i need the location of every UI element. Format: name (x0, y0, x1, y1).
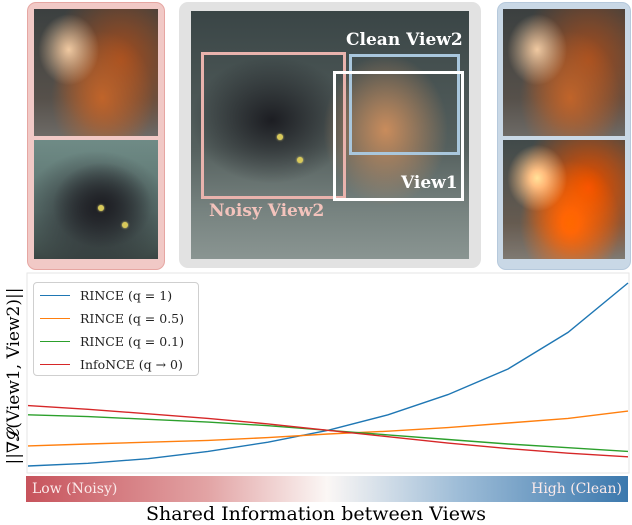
legend-label: RINCE (q = 0.5) (80, 310, 185, 326)
legend-entry-rince-q01: RINCE (q = 0.1) (40, 332, 184, 350)
legend-entry-infonce: InfoNCE (q → 0) (40, 355, 183, 373)
legend-swatch (40, 363, 70, 365)
legend-label: RINCE (q = 0.1) (80, 333, 185, 349)
legend-swatch (40, 294, 70, 296)
dog-image-right-top (503, 9, 625, 136)
cat-eye (277, 134, 283, 140)
view1-label: View1 (401, 173, 458, 193)
noisy-view2-label: Noisy View2 (209, 201, 325, 221)
noisy-view2-box (201, 52, 346, 199)
low-noisy-label: Low (Noisy) (32, 481, 118, 497)
dog-image-left (34, 9, 158, 136)
left-view-panel (27, 2, 165, 270)
cat-eye (297, 157, 303, 163)
legend-swatch (40, 340, 70, 342)
cat-eye (122, 222, 128, 228)
legend-entry-rince-q1: RINCE (q = 1) (40, 286, 172, 304)
right-view-panel (497, 2, 631, 270)
legend-label: InfoNCE (q → 0) (80, 356, 183, 372)
legend-entry-rince-q05: RINCE (q = 0.5) (40, 309, 184, 327)
series-line-3 (27, 404, 629, 458)
view1-box (333, 71, 464, 201)
legend-label: RINCE (q = 1) (80, 287, 173, 303)
y-axis-title: ||∇𝓛(View1, View2)|| (4, 288, 24, 465)
cat-eye (98, 205, 104, 211)
clean-view2-label: Clean View2 (346, 30, 463, 50)
plot-frame (26, 272, 630, 474)
gradient-norm-chart: ||∇𝓛(View1, View2)|| (4, 272, 630, 474)
dog-image-right-bottom (503, 140, 625, 259)
chart-legend: RINCE (q = 1) RINCE (q = 0.5) RINCE (q =… (33, 282, 199, 376)
clean-view2-box (349, 54, 460, 155)
shared-information-colorbar: Low (Noisy) High (Clean) (26, 476, 628, 502)
x-axis-title: Shared Information between Views (146, 503, 486, 525)
cat-image-left (34, 140, 158, 259)
legend-swatch (40, 317, 70, 319)
high-clean-label: High (Clean) (531, 481, 622, 497)
series-line-1 (27, 410, 629, 447)
series-layer (27, 282, 629, 467)
center-scene-panel: Clean View2 View1 Noisy View2 (179, 2, 481, 268)
